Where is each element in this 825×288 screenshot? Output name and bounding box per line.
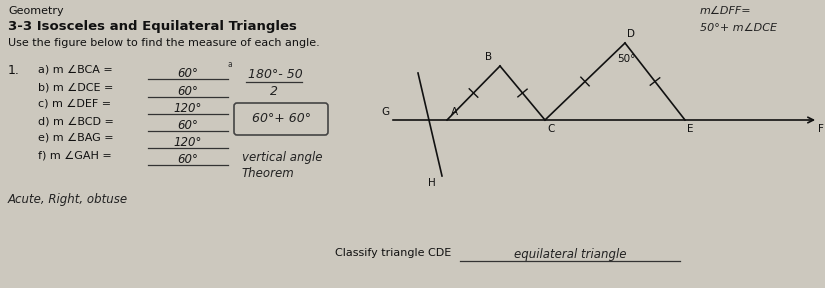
Text: f) m ∠GAH =: f) m ∠GAH = — [38, 150, 111, 160]
Text: b) m ∠DCE =: b) m ∠DCE = — [38, 82, 113, 92]
Text: 60°: 60° — [177, 67, 199, 80]
Text: 180°- 50: 180°- 50 — [248, 68, 303, 81]
Text: vertical angle: vertical angle — [242, 151, 323, 164]
Text: Use the figure below to find the measure of each angle.: Use the figure below to find the measure… — [8, 38, 320, 48]
Text: 60°: 60° — [177, 85, 199, 98]
Text: B: B — [485, 52, 492, 62]
Text: c) m ∠DEF =: c) m ∠DEF = — [38, 99, 111, 109]
Text: 50°+ m∠DCE: 50°+ m∠DCE — [700, 23, 777, 33]
Text: Theorem: Theorem — [242, 167, 295, 180]
Text: Classify triangle CDE: Classify triangle CDE — [335, 248, 451, 258]
Text: H: H — [428, 178, 436, 188]
Text: C: C — [547, 124, 554, 134]
Text: 60°+ 60°: 60°+ 60° — [252, 111, 310, 124]
Text: 120°: 120° — [174, 136, 202, 149]
Text: E: E — [687, 124, 694, 134]
Text: m∠DFF=: m∠DFF= — [700, 6, 752, 16]
Text: 120°: 120° — [174, 102, 202, 115]
Text: G: G — [381, 107, 389, 117]
Text: A: A — [451, 107, 458, 117]
Text: e) m ∠BAG =: e) m ∠BAG = — [38, 133, 114, 143]
Text: a) m ∠BCA =: a) m ∠BCA = — [38, 64, 113, 74]
Text: 3-3 Isosceles and Equilateral Triangles: 3-3 Isosceles and Equilateral Triangles — [8, 20, 297, 33]
FancyBboxPatch shape — [234, 103, 328, 135]
Text: 60°: 60° — [177, 153, 199, 166]
Text: 60°: 60° — [177, 119, 199, 132]
Text: Geometry: Geometry — [8, 6, 64, 16]
Text: 1.: 1. — [8, 64, 20, 77]
Text: a: a — [228, 60, 233, 69]
Text: d) m ∠BCD =: d) m ∠BCD = — [38, 116, 114, 126]
Text: 50°: 50° — [617, 54, 635, 64]
Text: equilateral triangle: equilateral triangle — [514, 248, 626, 261]
Text: D: D — [627, 29, 635, 39]
Text: F: F — [818, 124, 824, 134]
Text: 2: 2 — [270, 85, 278, 98]
Text: Acute, Right, obtuse: Acute, Right, obtuse — [8, 193, 128, 206]
